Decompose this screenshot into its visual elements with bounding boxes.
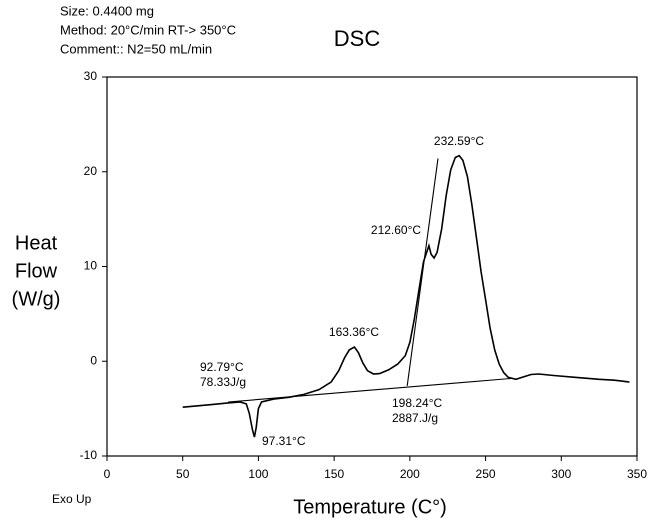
annotation: 212.60°C	[371, 223, 422, 237]
construction-line	[228, 377, 513, 403]
header-line: Size: 0.4400 mg	[60, 3, 154, 18]
annotation: 78.33J/g	[200, 375, 246, 389]
y-axis-label: Heat	[15, 232, 58, 254]
x-tick-label: 350	[627, 467, 647, 481]
y-tick-label: 0	[90, 353, 97, 367]
x-axis-label: Temperature (C°)	[293, 496, 447, 518]
x-tick-label: 0	[104, 467, 111, 481]
annotation: 232.59°C	[434, 134, 485, 148]
annotation: 97.31°C	[262, 434, 306, 448]
x-tick-label: 200	[400, 467, 420, 481]
exo-label: Exo Up	[52, 492, 92, 506]
y-tick-label: 20	[84, 164, 98, 178]
y-axis-label: Flow	[15, 260, 58, 282]
y-axis-label: (W/g)	[12, 288, 61, 310]
x-tick-label: 100	[248, 467, 268, 481]
annotation: 2887.J/g	[392, 411, 438, 425]
x-tick-label: 250	[476, 467, 496, 481]
annotation: 92.79°C	[200, 360, 244, 374]
x-tick-label: 150	[324, 467, 344, 481]
x-tick-label: 50	[176, 467, 190, 481]
header-line: Method: 20°C/min RT-> 350°C	[60, 22, 236, 37]
y-tick-label: -10	[80, 448, 98, 462]
y-tick-label: 30	[84, 69, 98, 83]
plot-frame	[106, 76, 638, 457]
annotation: 198.24°C	[392, 396, 443, 410]
annotation: 163.36°C	[329, 325, 380, 339]
y-tick-label: 10	[84, 259, 98, 273]
x-tick-label: 300	[551, 467, 571, 481]
construction-line	[406, 158, 439, 386]
chart-title: DSC	[334, 26, 381, 51]
heat-flow-curve	[182, 154, 630, 438]
header-line: Comment:: N2=50 mL/min	[60, 41, 212, 56]
